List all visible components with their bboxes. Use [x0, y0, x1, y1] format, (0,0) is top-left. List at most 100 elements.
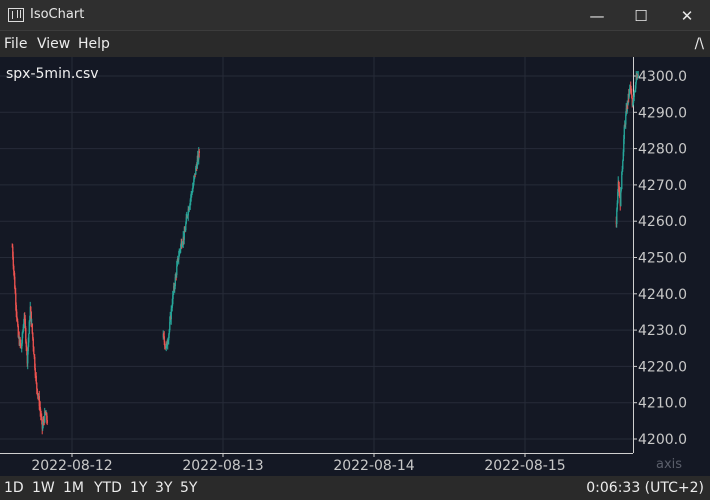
- candle-body: [185, 223, 187, 231]
- candle-body: [28, 321, 30, 334]
- candle-body: [41, 417, 43, 420]
- candle-body: [35, 375, 37, 383]
- candle-body: [31, 323, 33, 333]
- y-tick-label: 4240.0: [638, 287, 687, 303]
- candle-body: [188, 207, 190, 211]
- candle-body: [33, 346, 35, 355]
- candle-body: [174, 277, 176, 287]
- y-tick-label: 4290.0: [638, 105, 687, 121]
- candle-body: [15, 304, 17, 312]
- candle-body: [622, 152, 624, 161]
- x-tick-label: 2022-08-12: [31, 458, 112, 474]
- candle-body: [27, 351, 29, 364]
- candle-body: [21, 333, 23, 344]
- candle-body: [633, 91, 635, 98]
- candle-body: [192, 187, 194, 192]
- candle-body: [623, 138, 625, 153]
- candle-body: [34, 356, 36, 368]
- y-tick-label: 4220.0: [638, 359, 687, 375]
- axis-corner-label[interactable]: axis: [656, 457, 683, 472]
- candle-body: [187, 208, 189, 216]
- candle-body: [619, 192, 621, 198]
- minimize-button[interactable]: —: [589, 6, 605, 25]
- x-tick-label: 2022-08-15: [484, 458, 565, 474]
- candle-body: [46, 420, 48, 424]
- candle-body: [176, 266, 178, 276]
- candle-body: [19, 339, 21, 344]
- range-button-1d[interactable]: 1D: [4, 480, 24, 496]
- candle-body: [171, 304, 173, 308]
- candle-body: [621, 171, 623, 190]
- y-tick-label: 4270.0: [638, 178, 687, 194]
- candle-body: [16, 311, 18, 319]
- range-button-1w[interactable]: 1W: [32, 480, 55, 496]
- candle-body: [21, 343, 23, 349]
- y-tick-label: 4200.0: [638, 432, 687, 448]
- candle-body: [24, 318, 26, 328]
- candle-body: [163, 336, 165, 342]
- candle-body: [620, 190, 622, 207]
- candle-body: [32, 338, 34, 347]
- candle-body: [17, 325, 19, 337]
- chart-area[interactable]: 4200.0 4210.0 4220.0 4230.0 4240.0 4250.0 4260…: [0, 57, 710, 475]
- candle-body: [635, 82, 637, 89]
- range-button-3y[interactable]: 3Y: [155, 480, 173, 496]
- range-button-5y[interactable]: 5Y: [180, 480, 198, 496]
- candle-body: [198, 151, 200, 153]
- candle-body: [631, 97, 633, 106]
- candle-body: [34, 367, 36, 376]
- candle-body: [616, 202, 618, 210]
- menu-file[interactable]: File: [4, 36, 28, 52]
- candle-body: [178, 256, 180, 260]
- collapse-menu-button[interactable]: /\: [694, 36, 704, 52]
- candle-body: [625, 114, 627, 125]
- candle-body: [620, 189, 622, 191]
- candle-body: [180, 244, 182, 250]
- candle-body: [12, 256, 14, 267]
- candle-body: [14, 276, 16, 289]
- candle-body: [184, 231, 186, 233]
- candle-body: [195, 167, 197, 175]
- candle-body: [617, 192, 619, 203]
- range-button-1y[interactable]: 1Y: [130, 480, 148, 496]
- x-tick-label: 2022-08-13: [182, 458, 263, 474]
- dataset-label: spx-5min.csv: [6, 66, 99, 82]
- candle-body: [170, 308, 172, 320]
- y-tick-label: 4260.0: [638, 214, 687, 230]
- y-tick-label: 4230.0: [638, 323, 687, 339]
- x-tick-label: 2022-08-14: [333, 458, 414, 474]
- range-button-1m[interactable]: 1M: [63, 480, 84, 496]
- candle-body: [22, 326, 24, 332]
- maximize-button[interactable]: ☐: [634, 6, 648, 25]
- candle-body: [185, 217, 187, 224]
- candle-body: [30, 306, 32, 312]
- candle-body: [36, 382, 38, 389]
- candle-body: [172, 294, 174, 305]
- candle-body: [192, 184, 194, 188]
- menu-help[interactable]: Help: [78, 36, 110, 52]
- y-tick-label: 4280.0: [638, 142, 687, 158]
- window-title: IsoChart: [30, 7, 85, 22]
- candle-body: [25, 327, 27, 342]
- candle-body: [183, 231, 185, 240]
- title-bar: IsoChart — ☐ ✕: [0, 0, 710, 31]
- app-icon: [8, 8, 24, 22]
- menu-bar: File View Help /\: [0, 31, 710, 57]
- candle-body: [622, 160, 624, 170]
- range-button-ytd[interactable]: YTD: [94, 480, 122, 496]
- candle-body: [169, 321, 171, 331]
- candle-body: [616, 209, 618, 225]
- candle-body: [637, 74, 639, 78]
- menu-view[interactable]: View: [37, 36, 71, 52]
- candle-body: [20, 343, 22, 346]
- candle-body: [36, 388, 38, 395]
- close-button[interactable]: ✕: [680, 6, 694, 25]
- y-tick-label: 4210.0: [638, 396, 687, 412]
- candle-body: [25, 341, 27, 348]
- candle-body: [29, 306, 31, 320]
- candle-body: [32, 332, 34, 339]
- y-tick-label: 4300.0: [638, 69, 687, 85]
- candle-body: [176, 261, 178, 267]
- candle-body: [15, 293, 17, 305]
- price-chart[interactable]: 4200.0 4210.0 4220.0 4230.0 4240.0 4250.0 4260…: [0, 57, 710, 475]
